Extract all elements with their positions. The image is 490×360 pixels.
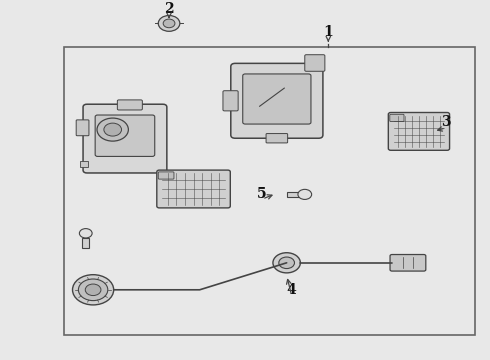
Circle shape xyxy=(298,189,312,199)
FancyBboxPatch shape xyxy=(157,170,230,208)
FancyBboxPatch shape xyxy=(158,172,174,179)
Circle shape xyxy=(273,253,300,273)
FancyBboxPatch shape xyxy=(95,115,155,156)
Bar xyxy=(64,47,475,335)
Circle shape xyxy=(73,275,114,305)
Text: 3: 3 xyxy=(441,116,451,129)
FancyBboxPatch shape xyxy=(231,63,323,138)
Circle shape xyxy=(279,257,294,269)
Text: 1: 1 xyxy=(323,26,333,39)
FancyBboxPatch shape xyxy=(388,112,450,150)
Circle shape xyxy=(163,19,175,28)
Circle shape xyxy=(85,284,101,296)
FancyBboxPatch shape xyxy=(390,255,426,271)
Circle shape xyxy=(79,229,92,238)
FancyBboxPatch shape xyxy=(243,74,311,124)
Circle shape xyxy=(97,118,128,141)
FancyBboxPatch shape xyxy=(390,114,404,122)
FancyBboxPatch shape xyxy=(83,104,167,173)
FancyBboxPatch shape xyxy=(266,134,288,143)
FancyBboxPatch shape xyxy=(118,100,143,110)
FancyBboxPatch shape xyxy=(223,91,238,111)
FancyBboxPatch shape xyxy=(305,55,325,71)
Text: 2: 2 xyxy=(164,2,174,16)
Circle shape xyxy=(158,15,180,31)
Circle shape xyxy=(78,279,108,301)
Bar xyxy=(82,238,89,248)
Circle shape xyxy=(104,123,122,136)
Text: 4: 4 xyxy=(287,283,296,297)
FancyBboxPatch shape xyxy=(76,120,89,136)
Bar xyxy=(287,192,299,197)
Text: 5: 5 xyxy=(257,187,267,201)
Bar xyxy=(79,161,88,166)
